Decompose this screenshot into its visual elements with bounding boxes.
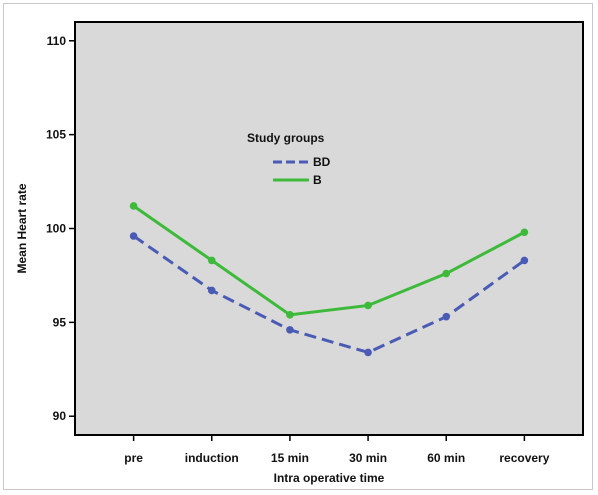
data-point-bd [364, 348, 372, 357]
series-line-b [132, 204, 526, 317]
plot-area [74, 21, 584, 436]
y-tick-label: 110 [47, 34, 67, 48]
data-point-b [286, 311, 294, 319]
x-tick-label: 30 min [349, 451, 387, 465]
data-point-bd [520, 256, 529, 265]
x-tick-label: 60 min [427, 451, 465, 465]
data-point-b [520, 228, 529, 237]
legend: Study groups BD B [247, 131, 331, 187]
y-axis-title: Mean Heart rate [15, 183, 29, 273]
x-tick-label: 15 min [271, 451, 309, 465]
y-axis: 90 95 100 105 110 [46, 34, 75, 423]
x-tick-label: pre [124, 451, 143, 465]
series-layer [129, 202, 529, 357]
data-point-bd [442, 312, 451, 321]
data-point-bd [286, 326, 294, 334]
y-tick-label: 105 [46, 128, 66, 142]
data-point-b [207, 256, 216, 265]
data-point-b [442, 269, 451, 278]
x-axis-title: Intra operative time [274, 471, 385, 485]
y-tick-label: 100 [46, 222, 66, 236]
legend-label-b: B [313, 173, 322, 187]
data-point-b [129, 202, 138, 210]
x-axis: pre induction 15 min 30 min 60 min recovery [124, 435, 550, 465]
data-point-bd [129, 232, 138, 240]
data-point-bd [207, 286, 216, 295]
y-tick-label: 95 [53, 315, 67, 329]
y-tick-label: 90 [53, 409, 67, 423]
legend-label-bd: BD [313, 155, 331, 169]
series-line-bd [132, 234, 526, 354]
x-tick-label: induction [185, 451, 239, 465]
legend-title: Study groups [247, 131, 325, 145]
x-tick-label: recovery [499, 451, 549, 465]
data-point-b [364, 301, 372, 310]
